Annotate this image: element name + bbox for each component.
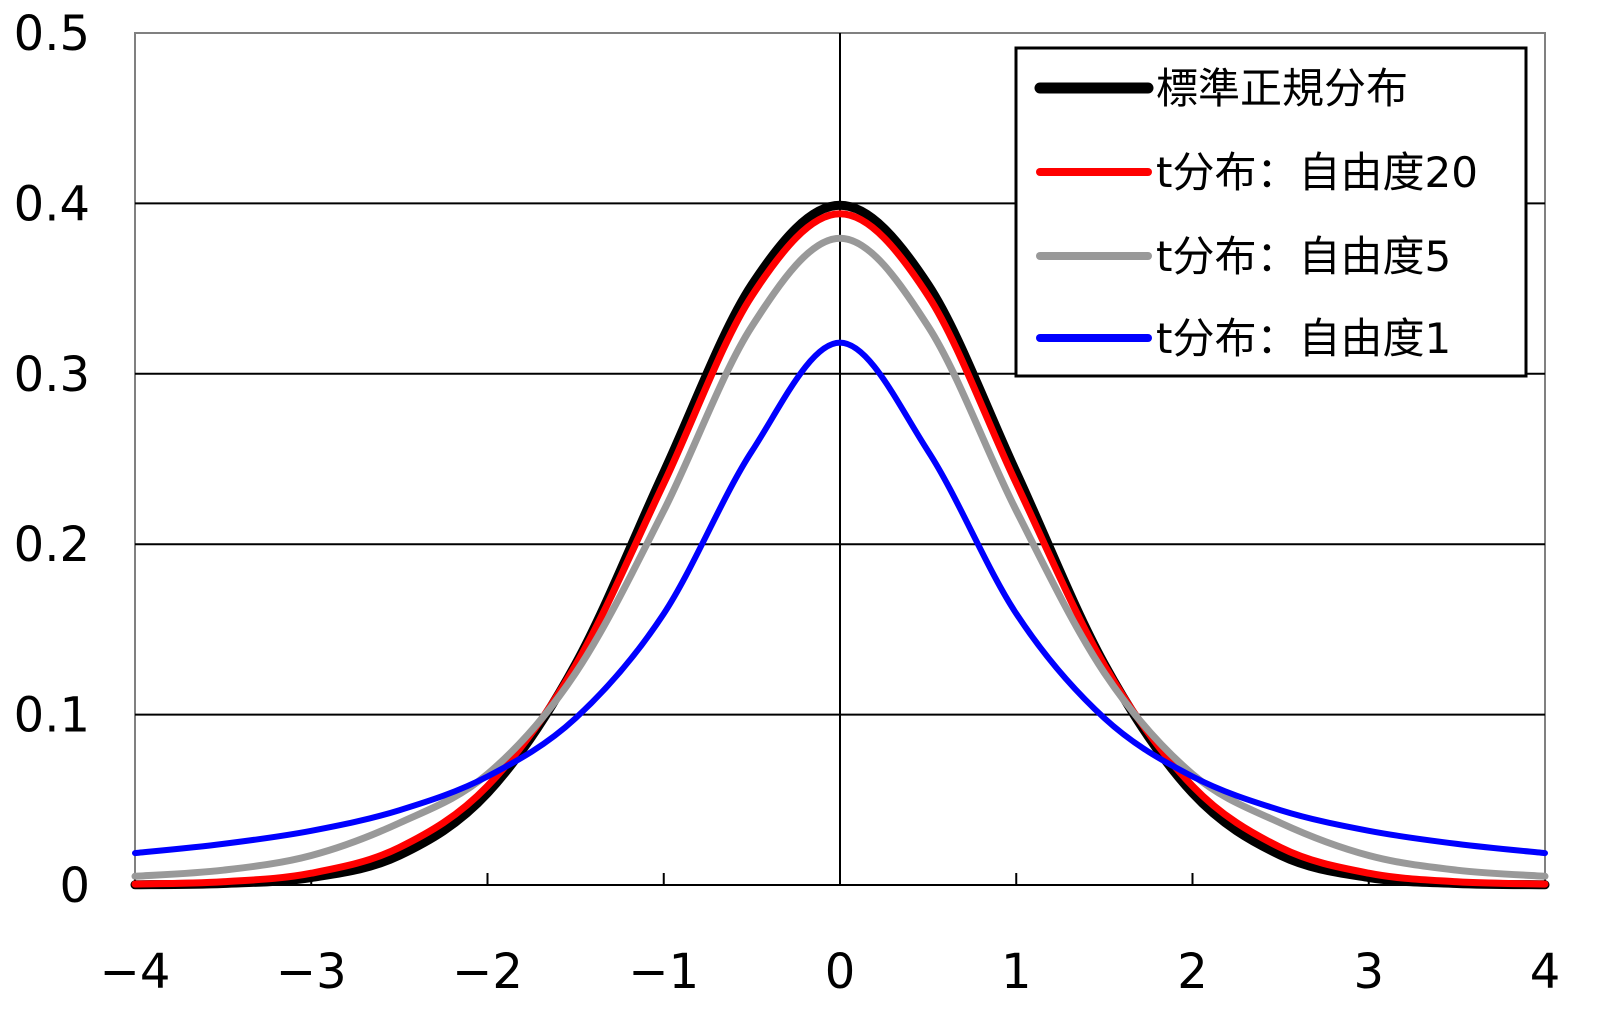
- x-tick-label: 1: [1001, 944, 1032, 1000]
- x-tick-label: −1: [628, 944, 699, 1000]
- x-tick-label: −4: [100, 944, 171, 1000]
- y-tick-label: 0.4: [14, 176, 90, 232]
- legend-label-1: t分布：自由度20: [1156, 148, 1478, 197]
- y-tick-label: 0.3: [14, 347, 90, 403]
- y-tick-label: 0: [59, 858, 90, 914]
- x-tick-label: 4: [1530, 944, 1561, 1000]
- legend-label-2: t分布：自由度5: [1156, 232, 1451, 281]
- x-tick-label: 2: [1177, 944, 1208, 1000]
- x-tick-label: −3: [276, 944, 347, 1000]
- legend-label-0: 標準正規分布: [1156, 64, 1408, 113]
- y-tick-label: 0.5: [14, 6, 90, 62]
- y-tick-label: 0.1: [14, 688, 90, 744]
- y-tick-label: 0.2: [14, 517, 90, 573]
- series-line-0: [130, 200, 1550, 890]
- x-tick-label: −2: [452, 944, 523, 1000]
- series-line-1: [131, 210, 1549, 888]
- x-tick-label: 0: [825, 944, 856, 1000]
- legend-label-3: t分布：自由度1: [1156, 314, 1451, 363]
- legend-box: [1014, 46, 1528, 378]
- x-tick-label: 3: [1353, 944, 1384, 1000]
- series-line-3: [132, 339, 1548, 857]
- series-line-2: [131, 234, 1549, 880]
